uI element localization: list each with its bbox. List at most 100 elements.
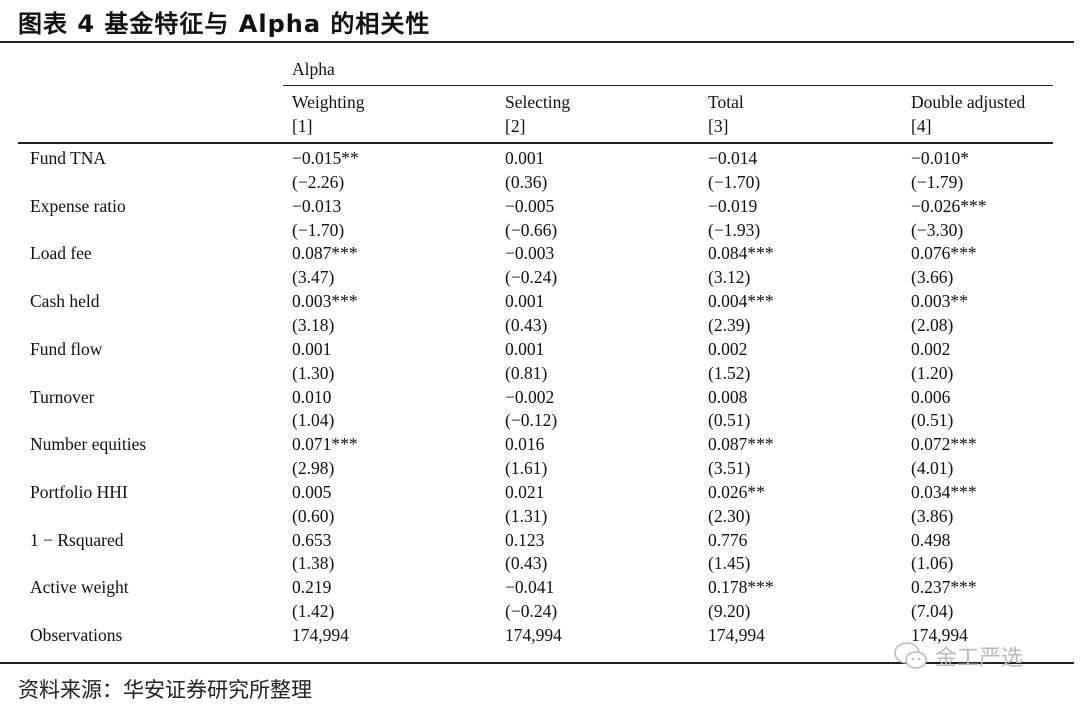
coefficient-cell: 0.219: [292, 577, 332, 598]
coefficient-cell: 0.021: [505, 481, 545, 502]
tstat-cell: (3.12): [708, 267, 751, 288]
tstat-cell: (3.86): [911, 505, 954, 526]
tstat-cell: (3.47): [292, 267, 335, 288]
row-label: Fund flow: [30, 338, 103, 359]
observations-cell: 174,994: [292, 625, 349, 645]
coefficient-cell: 0.776: [708, 529, 748, 550]
coefficient-cell: 0.071***: [292, 434, 358, 455]
row-label: Fund TNA: [30, 148, 107, 168]
coefficient-cell: −0.013: [292, 195, 342, 216]
tstat-cell: (1.52): [708, 362, 751, 383]
tstat-cell: (1.20): [911, 362, 954, 383]
coefficient-cell: −0.003: [505, 243, 555, 264]
tstat-cell: (0.51): [911, 410, 954, 431]
tstat-cell: (4.01): [911, 458, 954, 479]
tstat-cell: (3.66): [911, 267, 954, 288]
tstat-cell: (1.61): [505, 458, 548, 479]
coefficient-cell: 0.087***: [708, 434, 774, 455]
row-label: Observations: [30, 625, 123, 645]
wechat-icon: [894, 642, 927, 669]
tstat-cell: (9.20): [708, 601, 751, 622]
tstat-cell: (−0.24): [505, 601, 558, 622]
row-label: Active weight: [30, 577, 129, 598]
coefficient-cell: −0.015**: [292, 148, 359, 168]
coefficient-cell: 0.076***: [911, 243, 977, 264]
tstat-cell: (0.51): [708, 410, 751, 431]
tstat-cell: (−3.30): [911, 219, 964, 240]
column-header: Total: [708, 92, 744, 112]
coefficient-cell: 0.003**: [911, 291, 968, 312]
tstat-cell: (0.36): [505, 171, 548, 192]
tstat-cell: (3.51): [708, 458, 751, 479]
tstat-cell: (3.18): [292, 314, 335, 335]
source-note: 资料来源：华安证券研究所整理: [18, 678, 312, 702]
coefficient-cell: −0.014: [708, 148, 758, 168]
row-label: Cash held: [30, 291, 100, 312]
coefficient-cell: 0.123: [505, 529, 545, 550]
tstat-cell: (2.39): [708, 314, 751, 335]
observations-cell: 174,994: [708, 625, 765, 645]
coefficient-cell: 0.001: [505, 291, 545, 312]
coefficient-cell: 0.001: [505, 338, 545, 359]
observations-cell: 174,994: [911, 625, 968, 645]
tstat-cell: (−0.12): [505, 410, 558, 431]
tstat-cell: (−0.24): [505, 267, 558, 288]
row-label: Number equities: [30, 434, 147, 455]
top-rule: [0, 41, 1074, 43]
tstat-cell: (2.30): [708, 505, 751, 526]
coefficient-cell: 0.006: [911, 386, 951, 407]
watermark-text: 金工严选: [935, 646, 1024, 671]
row-label: Turnover: [30, 386, 95, 407]
coefficient-cell: 0.001: [505, 148, 545, 168]
column-index: [3]: [708, 116, 729, 136]
coefficient-cell: −0.002: [505, 386, 555, 407]
column-header: Double adjusted: [911, 92, 1026, 112]
group-header-rule: [283, 85, 1053, 86]
tstat-cell: (−2.26): [292, 171, 345, 192]
coefficient-cell: 0.072***: [911, 434, 977, 455]
column-index: [2]: [505, 116, 526, 136]
tstat-cell: (0.43): [505, 314, 548, 335]
row-label: 1 − Rsquared: [30, 529, 124, 550]
column-header: Weighting: [292, 92, 365, 112]
tstat-cell: (1.45): [708, 553, 751, 574]
tstat-cell: (2.98): [292, 458, 335, 479]
coefficient-cell: 0.005: [292, 481, 332, 502]
coefficient-cell: −0.010*: [911, 148, 969, 168]
coefficient-cell: −0.041: [505, 577, 555, 598]
tstat-cell: (0.43): [505, 553, 548, 574]
coefficient-cell: 0.087***: [292, 243, 358, 264]
coefficient-cell: 0.010: [292, 386, 332, 407]
tstat-cell: (0.81): [505, 362, 548, 383]
coefficient-cell: 0.003***: [292, 291, 358, 312]
coefficient-cell: 0.002: [708, 338, 748, 359]
tstat-cell: (1.30): [292, 362, 335, 383]
tstat-cell: (2.08): [911, 314, 954, 335]
tstat-cell: (−1.93): [708, 219, 761, 240]
tstat-cell: (−1.70): [708, 171, 761, 192]
tstat-cell: (−0.66): [505, 219, 558, 240]
tstat-cell: (1.06): [911, 553, 954, 574]
coefficient-cell: −0.005: [505, 195, 555, 216]
tstat-cell: (1.38): [292, 553, 335, 574]
coefficient-cell: 0.237***: [911, 577, 977, 598]
figure-title: 图表 4 基金特征与 Alpha 的相关性: [18, 10, 431, 38]
coefficient-cell: 0.002: [911, 338, 951, 359]
tstat-cell: (1.31): [505, 505, 548, 526]
coefficient-cell: 0.178***: [708, 577, 774, 598]
coefficient-cell: 0.001: [292, 338, 332, 359]
column-index: [4]: [911, 116, 932, 136]
coefficient-cell: 0.084***: [708, 243, 774, 264]
tstat-cell: (7.04): [911, 601, 954, 622]
coefficient-cell: 0.004***: [708, 291, 774, 312]
observations-cell: 174,994: [505, 625, 562, 645]
tstat-cell: (1.04): [292, 410, 335, 431]
tstat-cell: (0.60): [292, 505, 335, 526]
coefficient-cell: 0.653: [292, 529, 332, 550]
column-header: Selecting: [505, 92, 571, 112]
coefficient-cell: 0.498: [911, 529, 951, 550]
tstat-cell: (−1.70): [292, 219, 345, 240]
row-label: Expense ratio: [30, 195, 126, 216]
group-header: Alpha: [292, 59, 335, 79]
tstat-cell: (−1.79): [911, 171, 964, 192]
